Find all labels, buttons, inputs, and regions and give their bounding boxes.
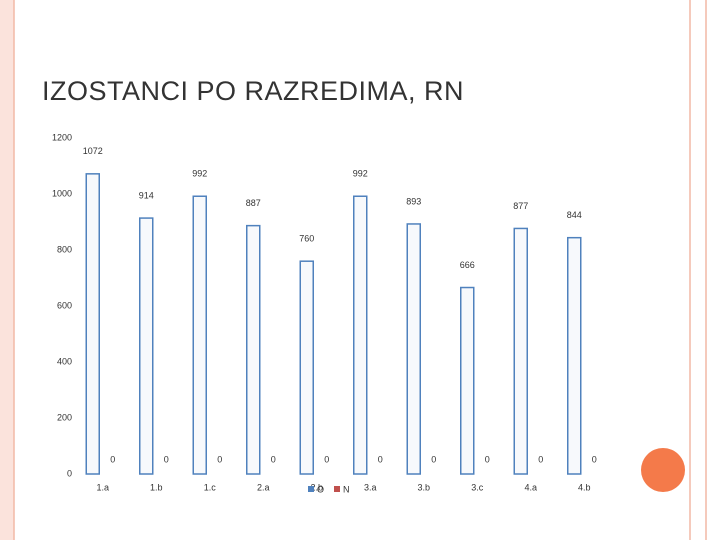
value-label: 887 [246,198,261,208]
value-label: 1072 [83,146,103,156]
y-tick-label: 1000 [52,188,72,198]
y-tick-label: 600 [57,300,72,310]
value-label: 844 [567,210,582,220]
left-border [0,0,14,540]
x-tick-label: 1.a [96,482,109,492]
legend-swatch [334,486,340,492]
bar [353,195,368,475]
value-label: 0 [271,454,276,464]
x-tick-label: 2.b [310,482,323,492]
value-label: 0 [378,454,383,464]
value-label: 877 [513,201,528,211]
value-label: 760 [299,234,314,244]
value-label: 0 [164,454,169,464]
bar [139,217,154,475]
x-tick-label: 4.b [578,482,591,492]
value-label: 992 [353,169,368,179]
value-label: 0 [324,454,329,464]
value-label: 0 [538,454,543,464]
x-tick-label: 2.a [257,482,270,492]
x-tick-label: 1.c [204,482,217,492]
bar [192,195,207,475]
y-tick-label: 200 [57,412,72,422]
value-label: 0 [217,454,222,464]
bar [246,224,261,475]
x-tick-label: 1.b [150,482,163,492]
value-label: 0 [431,454,436,464]
value-label: 0 [110,454,115,464]
x-tick-label: 3.b [417,482,430,492]
legend-label: O [317,484,324,494]
bar [299,260,314,475]
y-tick-label: 1200 [52,132,72,142]
value-label: 992 [192,169,207,179]
bar [460,286,475,475]
y-tick-label: 0 [67,468,72,478]
bar [513,227,528,475]
legend-swatch [308,486,314,492]
legend-label: N [343,484,350,494]
x-tick-label: 3.a [364,482,377,492]
y-tick-label: 400 [57,356,72,366]
value-label: 0 [485,454,490,464]
bar [85,173,100,475]
value-label: 0 [592,454,597,464]
y-tick-label: 800 [57,244,72,254]
value-label: 914 [139,190,154,200]
chart-title: IZOSTANCI PO RAZREDIMA, RN [42,76,464,106]
bar [406,223,421,475]
value-label: 893 [406,196,421,206]
decor-circle [641,448,685,492]
x-tick-label: 4.a [524,482,537,492]
bar [567,236,582,475]
x-tick-label: 3.c [471,482,484,492]
value-label: 666 [460,260,475,270]
